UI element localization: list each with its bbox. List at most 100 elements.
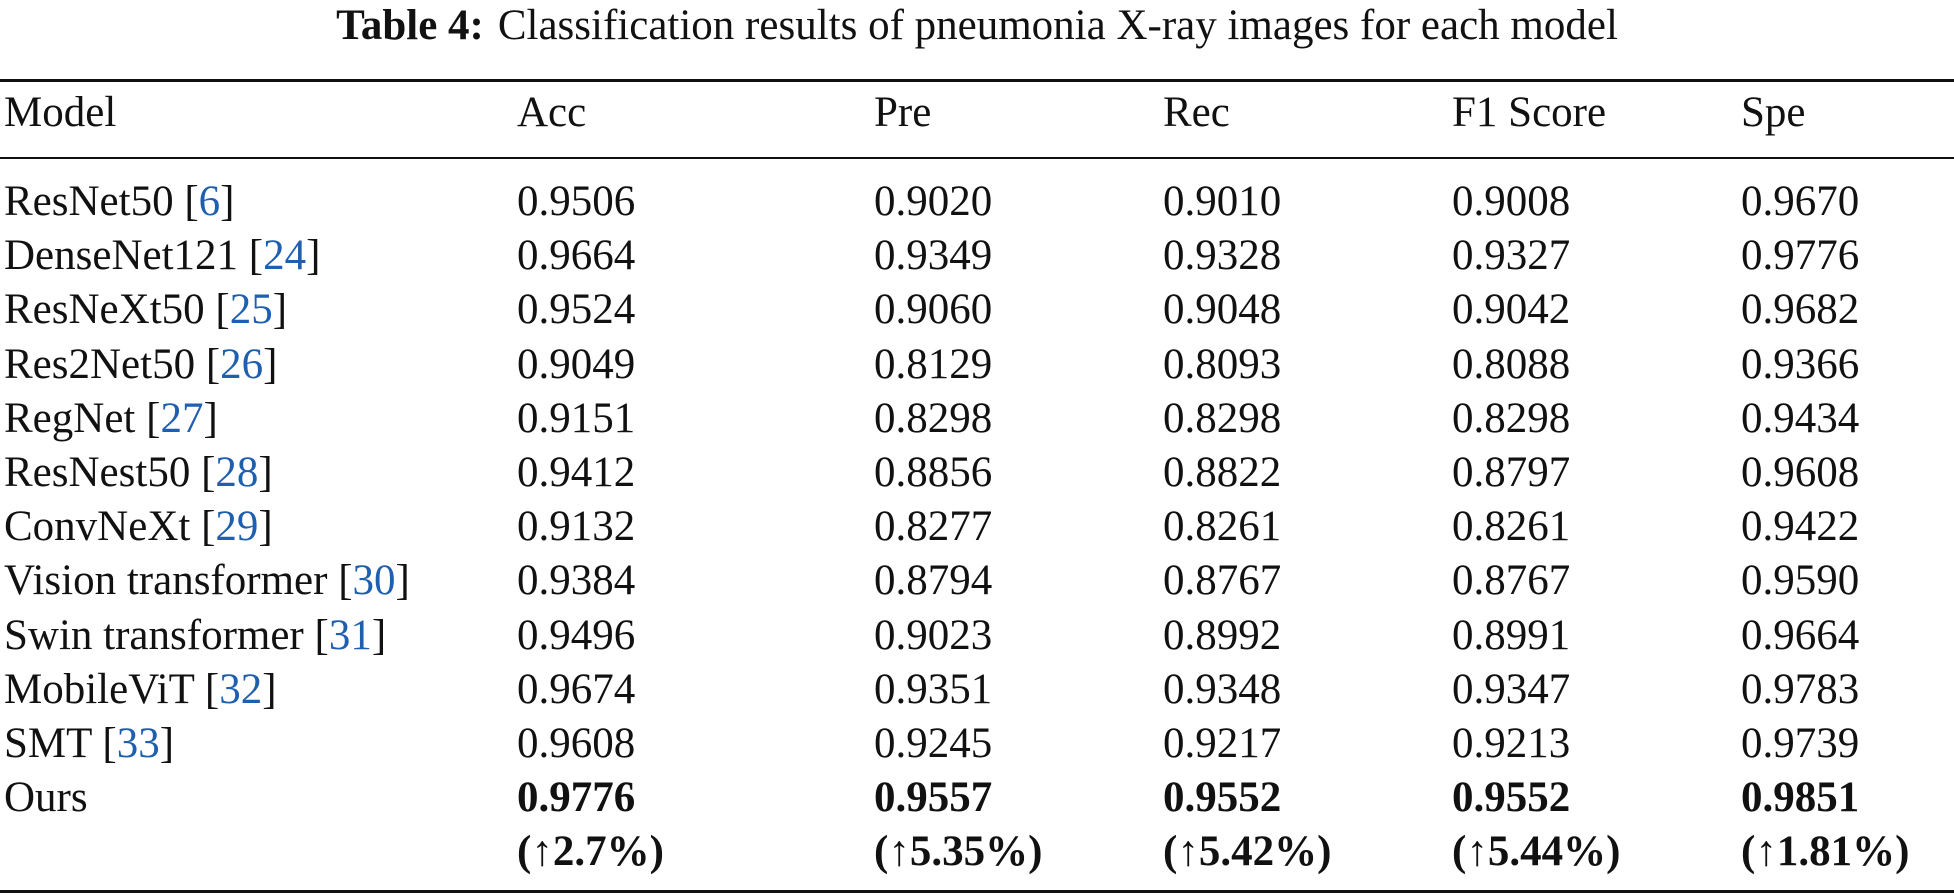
metric-cell: 0.9664 xyxy=(517,232,636,279)
metric-cell: 0.8088 xyxy=(1452,341,1571,388)
improvement-cell: (↑5.35%) xyxy=(874,828,1043,875)
model-name: Swin transformer xyxy=(4,612,304,659)
metric-cell: 0.9023 xyxy=(874,612,993,659)
citation-link[interactable]: 25 xyxy=(229,286,273,333)
metric-cell: 0.9783 xyxy=(1741,666,1860,713)
citation-link[interactable]: 28 xyxy=(215,449,259,496)
model-name-cell: SMT [33] xyxy=(4,720,175,767)
metric-cell: 0.8797 xyxy=(1452,449,1571,496)
model-name: Ours xyxy=(4,774,88,821)
table-top-rule xyxy=(0,79,1954,82)
metric-cell: 0.9496 xyxy=(517,612,636,659)
metric-cell-best: 0.9851 xyxy=(1741,774,1860,821)
improvement-cell: (↑1.81%) xyxy=(1741,828,1910,875)
metric-cell: 0.9328 xyxy=(1163,232,1282,279)
model-name-cell: DenseNet121 [24] xyxy=(4,232,321,279)
metric-cell: 0.9590 xyxy=(1741,557,1860,604)
metric-cell: 0.8298 xyxy=(1163,395,1282,442)
model-name: DenseNet121 xyxy=(4,232,239,279)
metric-cell: 0.9349 xyxy=(874,232,993,279)
model-name: ResNet50 xyxy=(4,178,174,225)
metric-cell: 0.9008 xyxy=(1452,178,1571,225)
table-caption-text: Classification results of pneumonia X-ra… xyxy=(497,2,1618,49)
metric-cell: 0.9412 xyxy=(517,449,636,496)
metric-cell: 0.9608 xyxy=(517,720,636,767)
metric-cell: 0.9739 xyxy=(1741,720,1860,767)
metric-cell: 0.9020 xyxy=(874,178,993,225)
metric-cell: 0.8093 xyxy=(1163,341,1282,388)
metric-cell: 0.9213 xyxy=(1452,720,1571,767)
metric-cell: 0.9049 xyxy=(517,341,636,388)
header-rec: Rec xyxy=(1163,89,1230,136)
model-name-cell: Res2Net50 [26] xyxy=(4,341,278,388)
metric-cell: 0.8991 xyxy=(1452,612,1571,659)
citation-link[interactable]: 33 xyxy=(116,720,160,767)
model-name: ResNeXt50 xyxy=(4,286,205,333)
model-name-cell: ResNeXt50 [25] xyxy=(4,286,288,333)
metric-cell: 0.9682 xyxy=(1741,286,1860,333)
metric-cell: 0.9434 xyxy=(1741,395,1860,442)
citation-link[interactable]: 32 xyxy=(219,666,263,713)
metric-cell: 0.9132 xyxy=(517,503,636,550)
model-name-cell: ResNest50 [28] xyxy=(4,449,273,496)
header-spe: Spe xyxy=(1741,89,1806,136)
model-name: RegNet xyxy=(4,395,136,442)
metric-cell: 0.9010 xyxy=(1163,178,1282,225)
metric-cell: 0.9347 xyxy=(1452,666,1571,713)
metric-cell: 0.8822 xyxy=(1163,449,1282,496)
metric-cell: 0.8277 xyxy=(874,503,993,550)
header-pre: Pre xyxy=(874,89,932,136)
metric-cell: 0.9217 xyxy=(1163,720,1282,767)
metric-cell: 0.8794 xyxy=(874,557,993,604)
citation-link[interactable]: 26 xyxy=(220,341,264,388)
citation-link[interactable]: 6 xyxy=(198,178,221,225)
model-name-cell: ResNet50 [6] xyxy=(4,178,235,225)
model-name: MobileViT xyxy=(4,666,195,713)
metric-cell: 0.8767 xyxy=(1163,557,1282,604)
metric-cell: 0.8298 xyxy=(874,395,993,442)
model-name: Res2Net50 xyxy=(4,341,196,388)
metric-cell: 0.9674 xyxy=(517,666,636,713)
citation-link[interactable]: 31 xyxy=(328,612,372,659)
metric-cell-best: 0.9776 xyxy=(517,774,636,821)
citation-link[interactable]: 29 xyxy=(215,503,259,550)
model-name-cell: Swin transformer [31] xyxy=(4,612,387,659)
model-name: ResNest50 xyxy=(4,449,191,496)
improvement-cell: (↑5.44%) xyxy=(1452,828,1621,875)
metric-cell: 0.9042 xyxy=(1452,286,1571,333)
metric-cell: 0.8261 xyxy=(1452,503,1571,550)
table-header-rule xyxy=(0,157,1954,159)
metric-cell-best: 0.9557 xyxy=(874,774,993,821)
metric-cell: 0.9524 xyxy=(517,286,636,333)
table-caption: Table 4: Classification results of pneumo… xyxy=(0,0,1954,52)
table-caption-label: Table 4: xyxy=(336,2,484,49)
metric-cell: 0.9422 xyxy=(1741,503,1860,550)
citation-link[interactable]: 24 xyxy=(263,232,307,279)
model-name-cell: Vision transformer [30] xyxy=(4,557,410,604)
header-f1-score: F1 Score xyxy=(1452,89,1607,136)
metric-cell-best: 0.9552 xyxy=(1163,774,1282,821)
metric-cell: 0.9151 xyxy=(517,395,636,442)
citation-link[interactable]: 27 xyxy=(160,395,204,442)
model-name: Vision transformer xyxy=(4,557,328,604)
metric-cell: 0.8767 xyxy=(1452,557,1571,604)
metric-cell: 0.9060 xyxy=(874,286,993,333)
metric-cell: 0.9327 xyxy=(1452,232,1571,279)
header-model: Model xyxy=(4,89,117,136)
header-acc: Acc xyxy=(517,89,587,136)
metric-cell: 0.8261 xyxy=(1163,503,1282,550)
metric-cell: 0.8298 xyxy=(1452,395,1571,442)
model-name-cell: MobileViT [32] xyxy=(4,666,277,713)
metric-cell: 0.8129 xyxy=(874,341,993,388)
metric-cell: 0.9366 xyxy=(1741,341,1860,388)
metric-cell: 0.9245 xyxy=(874,720,993,767)
metric-cell: 0.9506 xyxy=(517,178,636,225)
metric-cell: 0.9670 xyxy=(1741,178,1860,225)
metric-cell: 0.8992 xyxy=(1163,612,1282,659)
metric-cell: 0.9608 xyxy=(1741,449,1860,496)
metric-cell: 0.9664 xyxy=(1741,612,1860,659)
metric-cell: 0.9048 xyxy=(1163,286,1282,333)
metric-cell: 0.9776 xyxy=(1741,232,1860,279)
citation-link[interactable]: 30 xyxy=(352,557,396,604)
metric-cell-best: 0.9552 xyxy=(1452,774,1571,821)
